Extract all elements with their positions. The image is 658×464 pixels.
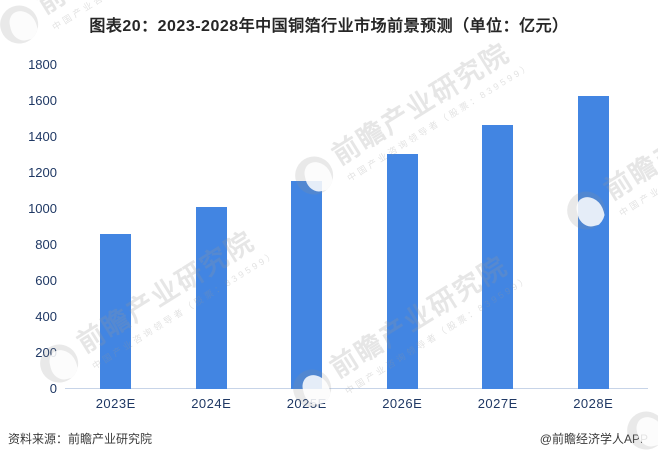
y-tick-label: 1000 — [28, 201, 57, 216]
y-tick-label: 800 — [35, 237, 57, 252]
app-credit: @前瞻经济学人APP — [539, 432, 648, 446]
bar-2028E — [577, 95, 609, 389]
x-tick-label: 2026E — [382, 396, 423, 411]
y-tick-label: 400 — [35, 309, 57, 324]
bar-2026E — [386, 154, 418, 389]
bar-2023E — [100, 234, 132, 389]
y-tick-label: 200 — [35, 345, 57, 360]
y-tick-label: 1200 — [28, 165, 57, 180]
x-tick-label: 2027E — [477, 396, 518, 411]
y-tick-label: 1800 — [28, 57, 57, 72]
y-tick-label: 0 — [49, 381, 57, 396]
bar-2025E — [291, 181, 323, 389]
x-tick-label: 2028E — [573, 396, 614, 411]
x-axis-line — [65, 388, 648, 389]
x-tick-label: 2025E — [286, 396, 327, 411]
y-tick-label: 600 — [35, 273, 57, 288]
source-note: 资料来源：前瞻产业研究院 — [8, 432, 153, 446]
chart-title: 图表20：2023-2028年中国铜箔行业市场前景预测（单位：亿元） — [89, 18, 569, 35]
y-tick-label: 1600 — [28, 93, 57, 108]
bar-2027E — [482, 125, 514, 389]
bar-2024E — [195, 207, 227, 389]
x-tick-label: 2023E — [95, 396, 136, 411]
y-tick-label: 1400 — [28, 129, 57, 144]
x-tick-label: 2024E — [191, 396, 232, 411]
